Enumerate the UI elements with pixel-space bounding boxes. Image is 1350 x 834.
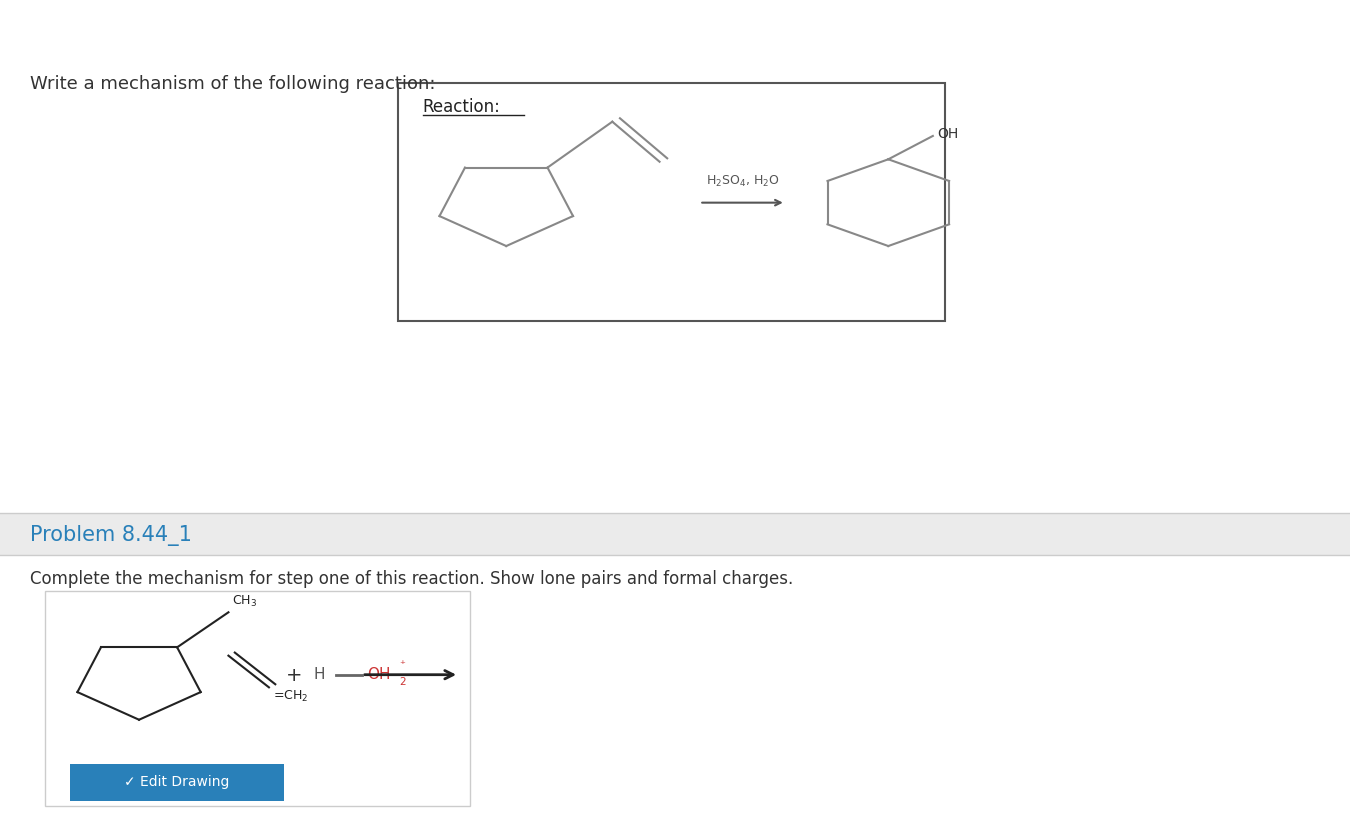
Text: H$_2$SO$_4$, H$_2$O: H$_2$SO$_4$, H$_2$O — [706, 174, 779, 189]
Bar — [0, 513, 1350, 555]
Bar — [0, 0, 1350, 513]
Bar — [45, 591, 470, 806]
Text: +: + — [286, 666, 302, 685]
Bar — [398, 83, 945, 321]
Text: CH$_3$: CH$_3$ — [232, 594, 258, 609]
Text: 2: 2 — [400, 677, 406, 687]
Text: Complete the mechanism for step one of this reaction. Show lone pairs and formal: Complete the mechanism for step one of t… — [30, 570, 792, 589]
Text: OH: OH — [937, 128, 958, 141]
Text: ✓ Edit Drawing: ✓ Edit Drawing — [124, 776, 230, 789]
Text: Write a mechanism of the following reaction:: Write a mechanism of the following react… — [30, 75, 435, 93]
Text: H: H — [313, 667, 325, 682]
Bar — [0, 555, 1350, 834]
Text: Reaction:: Reaction: — [423, 98, 501, 117]
Text: OH: OH — [367, 667, 390, 682]
Bar — [70, 764, 284, 801]
Text: =CH$_2$: =CH$_2$ — [273, 689, 308, 704]
Text: Problem 8.44_1: Problem 8.44_1 — [30, 525, 192, 546]
Text: ⁺: ⁺ — [400, 660, 405, 670]
